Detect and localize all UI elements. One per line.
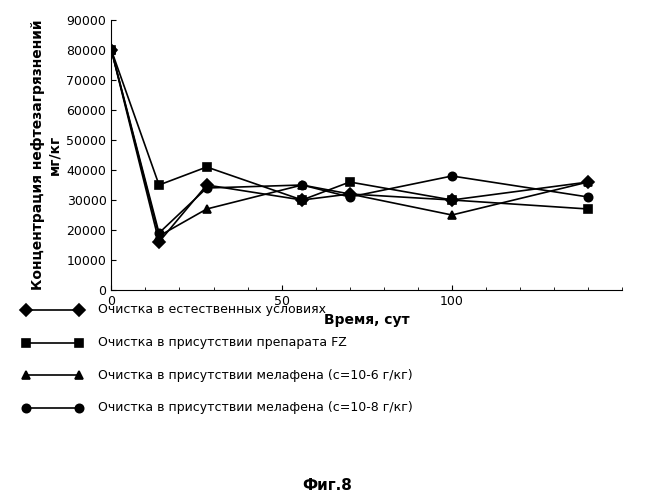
- Очистка в присутствии мелафена (с=10-6 г/кг): [584, 179, 592, 185]
- Line: Очистка в присутствии мелафена (с=10-8 г/кг): Очистка в присутствии мелафена (с=10-8 г…: [107, 46, 592, 237]
- Очистка в присутствии мелафена (с=10-6 г/кг): [448, 212, 456, 218]
- Очистка в присутствии мелафена (с=10-6 г/кг): [203, 206, 211, 212]
- Очистка в присутствии мелафена (с=10-8 г/кг): [346, 194, 354, 200]
- Очистка в присутствии препарата FZ: [448, 197, 456, 203]
- Y-axis label: Концентрация нефтезагрязнений
мг/кг: Концентрация нефтезагрязнений мг/кг: [31, 20, 61, 290]
- Line: Очистка в присутствии препарата FZ: Очистка в присутствии препарата FZ: [107, 46, 592, 213]
- Очистка в естественных условиях: [155, 239, 163, 245]
- Очистка в присутствии мелафена (с=10-8 г/кг): [203, 185, 211, 191]
- Очистка в присутствии мелафена (с=10-8 г/кг): [298, 182, 306, 188]
- Очистка в присутствии препарата FZ: [346, 179, 354, 185]
- Text: Фиг.8: Фиг.8: [303, 478, 352, 493]
- Text: Очистка в естественных условиях: Очистка в естественных условиях: [98, 304, 326, 316]
- Очистка в присутствии мелафена (с=10-6 г/кг): [155, 233, 163, 239]
- X-axis label: Время, сут: Время, сут: [324, 314, 409, 328]
- Line: Очистка в естественных условиях: Очистка в естественных условиях: [107, 46, 592, 246]
- Очистка в присутствии препарата FZ: [107, 47, 115, 53]
- Очистка в присутствии мелафена (с=10-6 г/кг): [298, 182, 306, 188]
- Очистка в присутствии мелафена (с=10-8 г/кг): [584, 194, 592, 200]
- Очистка в присутствии препарата FZ: [203, 164, 211, 170]
- Очистка в присутствии мелафена (с=10-6 г/кг): [107, 47, 115, 53]
- Очистка в присутствии мелафена (с=10-8 г/кг): [107, 47, 115, 53]
- Очистка в присутствии препарата FZ: [298, 197, 306, 203]
- Очистка в естественных условиях: [298, 197, 306, 203]
- Очистка в присутствии мелафена (с=10-6 г/кг): [346, 191, 354, 197]
- Очистка в естественных условиях: [584, 179, 592, 185]
- Очистка в естественных условиях: [448, 197, 456, 203]
- Очистка в естественных условиях: [107, 47, 115, 53]
- Text: Очистка в присутствии мелафена (с=10-6 г/кг): Очистка в присутствии мелафена (с=10-6 г…: [98, 368, 413, 382]
- Line: Очистка в присутствии мелафена (с=10-6 г/кг): Очистка в присутствии мелафена (с=10-6 г…: [107, 46, 592, 240]
- Очистка в естественных условиях: [346, 191, 354, 197]
- Очистка в естественных условиях: [203, 182, 211, 188]
- Очистка в присутствии мелафена (с=10-8 г/кг): [155, 230, 163, 236]
- Очистка в присутствии мелафена (с=10-8 г/кг): [448, 173, 456, 179]
- Text: Очистка в присутствии мелафена (с=10-8 г/кг): Очистка в присутствии мелафена (с=10-8 г…: [98, 401, 413, 414]
- Очистка в присутствии препарата FZ: [155, 182, 163, 188]
- Очистка в присутствии препарата FZ: [584, 206, 592, 212]
- Text: Очистка в присутствии препарата FZ: Очистка в присутствии препарата FZ: [98, 336, 347, 349]
